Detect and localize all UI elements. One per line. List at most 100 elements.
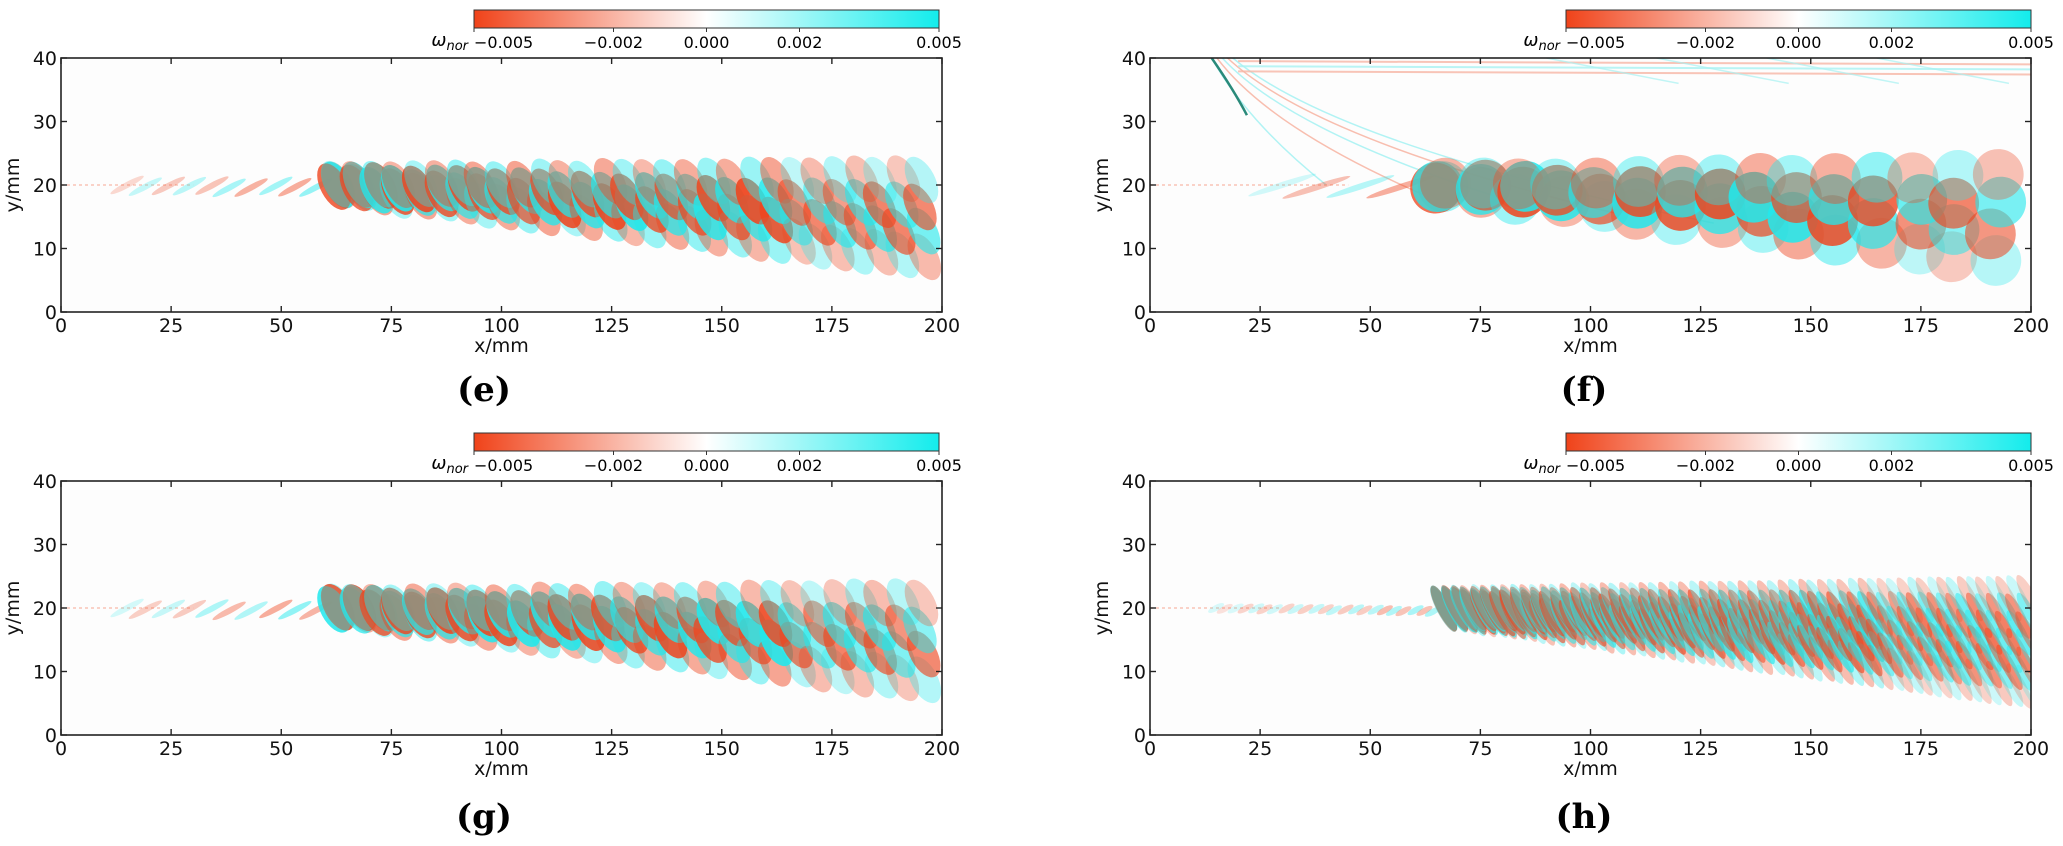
vortex-negative (904, 579, 939, 627)
vortex-negative (1986, 660, 2013, 707)
vortex-negative (1531, 164, 1583, 216)
y-tick-label: 10 (33, 239, 57, 261)
x-tick-label: 25 (159, 738, 183, 760)
vortex-positive (1736, 628, 1764, 674)
wall-wave (1238, 65, 2031, 71)
vortex-positive (1208, 603, 1225, 613)
colorbar: ωnor −0.005 −0.002 0.000 0.002 0.005 (431, 9, 962, 54)
y-axis-label: y/mm (2, 158, 24, 213)
x-tick-label: 200 (924, 315, 960, 337)
x-tick-label: 25 (1248, 315, 1272, 337)
wall-wave (1656, 58, 1789, 85)
vortex-positive (1441, 585, 1468, 631)
vortex-negative (278, 177, 312, 197)
vortex-positive (1412, 161, 1464, 212)
colorbar-bar (1565, 432, 2032, 452)
x-tick-label: 75 (379, 315, 403, 337)
vortex-positive (1927, 637, 1954, 683)
x-tick-label: 125 (593, 315, 629, 337)
colorbar-tick-label: 0.002 (1869, 456, 1915, 475)
vortex-positive (1945, 608, 1972, 655)
x-tick-label: 150 (1793, 738, 1829, 760)
vortex-negative (1935, 639, 1962, 685)
vortex-negative (1282, 175, 1351, 199)
y-tick-label: 20 (33, 175, 57, 197)
vortex-negative (2005, 593, 2031, 639)
vortex-positive (1927, 576, 1954, 622)
colorbar-tick-label: 0.005 (2008, 33, 2054, 52)
panel-g: ωnor −0.005 −0.002 0.000 0.002 0.005 0 25 50 75 10… (2, 432, 962, 780)
vortex-positive (1458, 157, 1509, 209)
vortex-positive (1935, 592, 1963, 638)
vortex-positive (777, 602, 812, 649)
colorbar-tick-label: 0.000 (1776, 33, 1822, 52)
vortex-negative (1256, 604, 1273, 615)
colorbar-label-subscript: nor (446, 462, 469, 477)
vortex-negative (1654, 154, 1705, 206)
vortex-positive (1407, 605, 1424, 616)
vortex-positive (1905, 606, 1932, 653)
vortex-negative (1956, 608, 1983, 654)
vortex-positive (1308, 603, 1325, 614)
shock-line (1210, 58, 1249, 116)
vortex-negative (1887, 590, 1915, 637)
vortex-negative (1926, 592, 1953, 638)
colorbar-tick-label: 0.002 (777, 33, 823, 52)
panel-caption-g: (g) (456, 797, 512, 837)
vortex-negative (1945, 592, 1972, 639)
vortex-negative (1886, 647, 1914, 693)
vortex-negative (1975, 643, 2002, 689)
x-tick-label: 0 (1144, 315, 1156, 337)
vortex-negative (1376, 605, 1393, 616)
vortex-positive (1728, 171, 1780, 223)
vortex-positive (1975, 176, 2027, 228)
vortex-positive (1847, 629, 1874, 675)
mach-wave (1216, 58, 1424, 196)
x-tick-label: 0 (55, 738, 67, 760)
y-tick-label: 0 (45, 725, 57, 747)
vortex-positive (212, 178, 246, 198)
vortex-positive (1975, 659, 2002, 706)
vortex-positive (1916, 622, 1943, 668)
vortex-positive (1348, 604, 1365, 615)
vortex-negative (1936, 607, 1963, 654)
vortex-positive (1248, 173, 1317, 197)
y-tick-label: 40 (1122, 471, 1146, 493)
colorbar-tick-label: −0.005 (1566, 33, 1625, 52)
y-tick-label: 10 (1122, 662, 1146, 684)
vortex-positive (1767, 621, 1794, 667)
x-tick-label: 175 (814, 315, 850, 337)
x-tick-label: 100 (483, 315, 519, 337)
vortex-negative (1614, 166, 1666, 217)
y-axis-label: y/mm (1091, 581, 1113, 636)
panel-e: ωnor −0.005 −0.002 0.000 0.002 0.005 0 25 50 75 10… (2, 9, 962, 357)
colorbar-tick-label: 0.000 (684, 33, 730, 52)
vortex-negative (1946, 655, 1973, 701)
x-tick-label: 100 (483, 738, 519, 760)
vortex-positive (1866, 578, 1893, 624)
vortex-negative (1915, 607, 1942, 653)
vortex-positive (2006, 645, 2031, 691)
vortex-positive (1367, 604, 1384, 615)
x-tick-label: 25 (1248, 738, 1272, 760)
vortex-positive (1896, 620, 1923, 666)
vortex-negative (1876, 577, 1903, 624)
vortex-positive (1886, 633, 1913, 680)
x-tick-label: 50 (1358, 738, 1382, 760)
vortex-positive (1530, 158, 1581, 210)
vortex-negative (128, 600, 163, 619)
vortex-positive (1227, 603, 1244, 614)
vortex-positive (1945, 640, 1972, 686)
vortex-positive (1430, 585, 1457, 631)
vortex-negative (1570, 157, 1622, 209)
y-tick-label: 40 (1122, 48, 1146, 70)
x-tick-label: 75 (1468, 738, 1492, 760)
vortex-positive (1956, 657, 1983, 703)
colorbar-label-subscript: nor (1538, 462, 1561, 477)
panel-h: ωnor −0.005 −0.002 0.000 0.002 0.005 0 25 50 75 10… (1091, 432, 2054, 780)
x-axis-label: x/mm (474, 335, 529, 357)
vortex-negative (1975, 576, 2002, 622)
vortex-positive (110, 598, 144, 618)
x-tick-label: 175 (1903, 738, 1939, 760)
colorbar-tick-label: 0.005 (2008, 456, 2054, 475)
